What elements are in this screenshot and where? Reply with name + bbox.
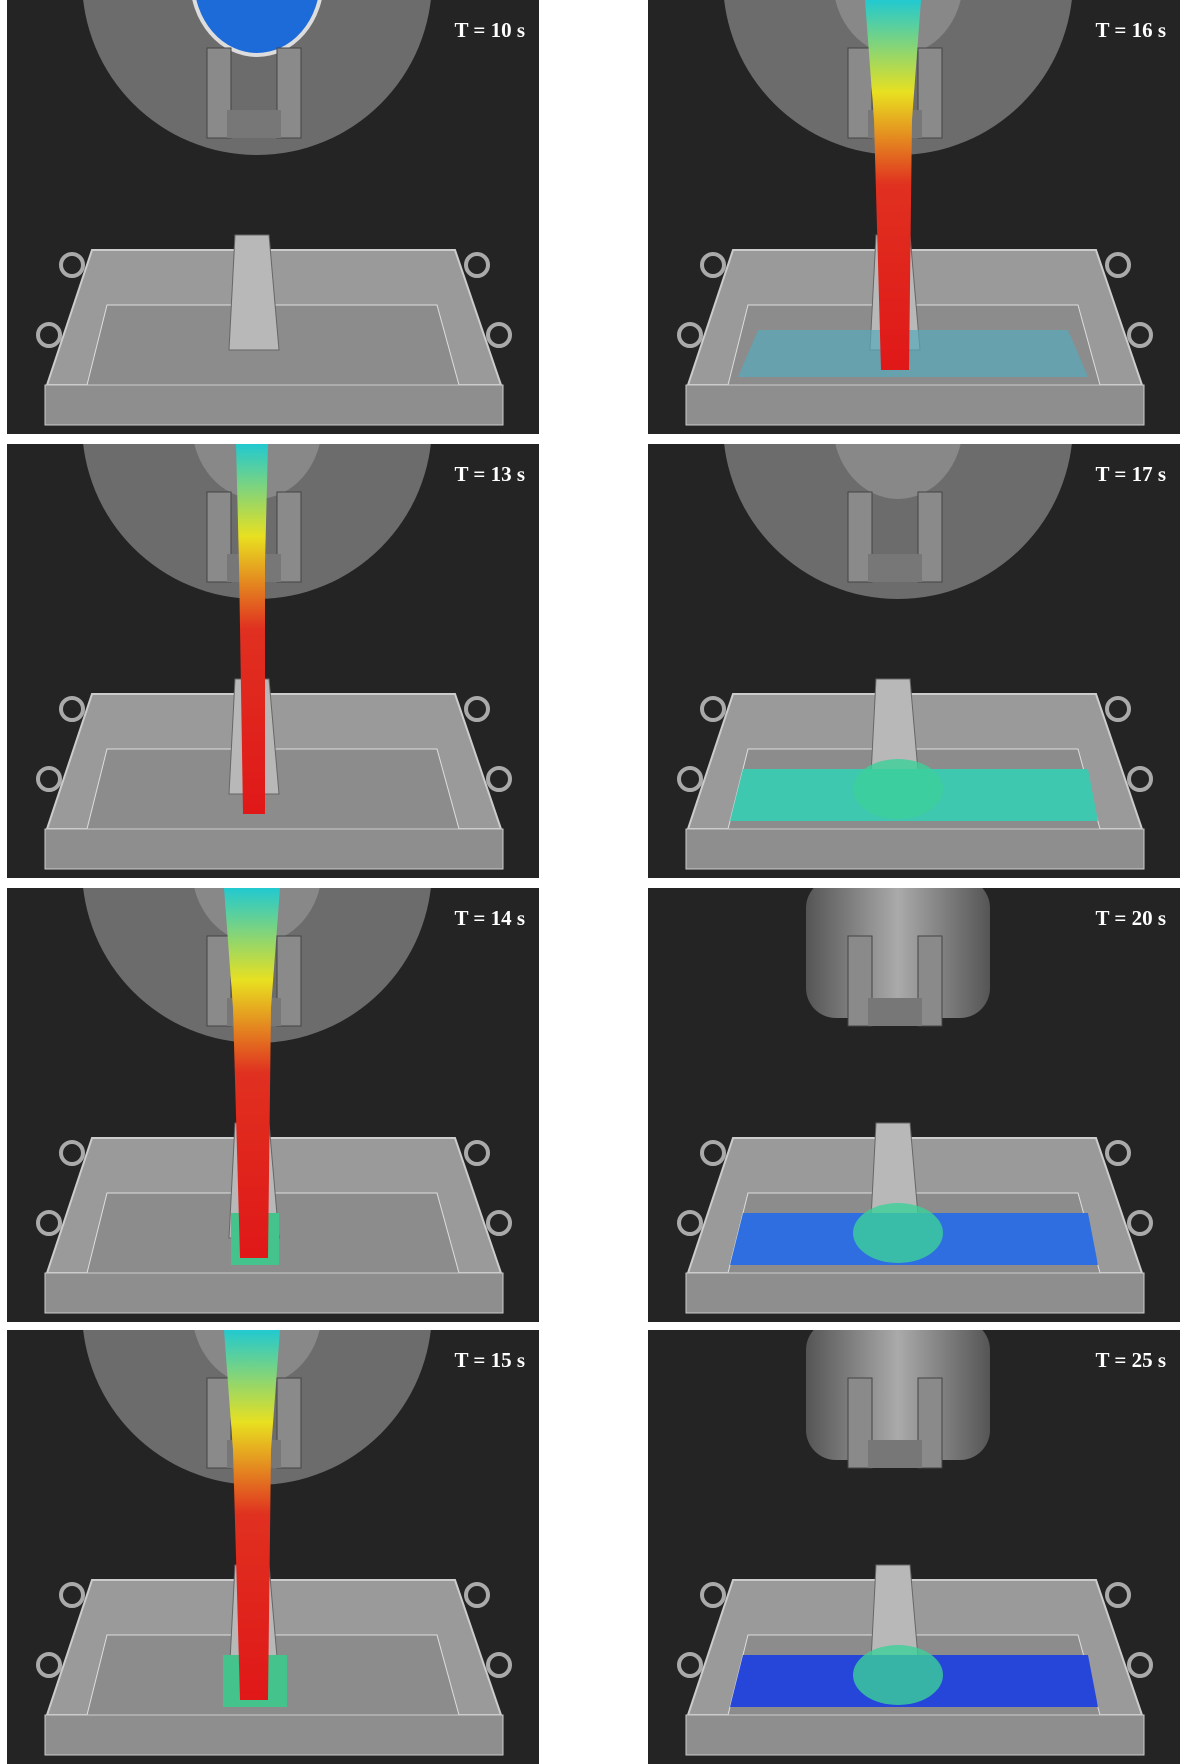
sim-frame: T = 14 s: [7, 888, 539, 1322]
handle: [486, 1652, 512, 1678]
time-label: T = 20 s: [1095, 906, 1166, 930]
melt-center: [853, 1645, 943, 1705]
handle: [59, 696, 85, 722]
ladle-mouth: [192, 0, 322, 57]
melt-stream: [865, 0, 921, 370]
trough-front: [44, 828, 504, 870]
handle: [1127, 1652, 1153, 1678]
handle: [486, 322, 512, 348]
handle: [36, 1652, 62, 1678]
handle: [700, 252, 726, 278]
handle: [486, 766, 512, 792]
trough-front: [44, 1272, 504, 1314]
handle: [677, 322, 703, 348]
handle: [36, 1210, 62, 1236]
handle: [59, 252, 85, 278]
frame-scene: [677, 444, 1153, 870]
handle: [677, 766, 703, 792]
sim-frame: T = 17 s: [648, 444, 1180, 878]
trough-spout: [228, 234, 280, 351]
nozzle-left: [206, 935, 232, 1027]
handle: [1127, 1210, 1153, 1236]
frame-scene: [36, 1330, 512, 1756]
handle: [464, 252, 490, 278]
sim-frame: T = 13 s: [7, 444, 539, 878]
melt-splash: [738, 330, 1088, 377]
nozzle-base: [868, 1440, 922, 1468]
handle: [1127, 322, 1153, 348]
handle: [1127, 766, 1153, 792]
trough-front: [685, 1272, 1145, 1314]
trough-front: [44, 384, 504, 426]
handle: [59, 1582, 85, 1608]
sim-frame: T = 20 s: [648, 888, 1180, 1322]
time-label: T = 16 s: [1095, 18, 1166, 42]
handle: [1105, 1140, 1131, 1166]
handle: [677, 1652, 703, 1678]
sim-frame: T = 25 s: [648, 1330, 1180, 1764]
ladle: [83, 0, 431, 155]
time-label: T = 15 s: [454, 1348, 525, 1372]
trough-front: [685, 828, 1145, 870]
handle: [1105, 1582, 1131, 1608]
ladle: [724, 444, 1072, 599]
nozzle-base: [868, 554, 922, 582]
trough-front: [685, 1714, 1145, 1756]
nozzle-base: [227, 110, 281, 138]
time-label: T = 25 s: [1095, 1348, 1166, 1372]
handle: [1105, 696, 1131, 722]
frame-scene: [36, 888, 512, 1314]
time-label: T = 14 s: [454, 906, 525, 930]
ladle-mouth: [835, 444, 961, 499]
melt-center: [853, 759, 943, 819]
sim-frame: T = 15 s: [7, 1330, 539, 1764]
time-label: T = 13 s: [454, 462, 525, 486]
trough-front: [44, 1714, 504, 1756]
melt-stream: [236, 444, 268, 814]
handle: [464, 1582, 490, 1608]
nozzle-base: [868, 998, 922, 1026]
sim-frame: T = 10 s: [7, 0, 539, 434]
handle: [700, 696, 726, 722]
handle: [36, 322, 62, 348]
handle: [700, 1582, 726, 1608]
handle: [464, 1140, 490, 1166]
sim-frame: T = 16 s: [648, 0, 1180, 434]
trough-front: [685, 384, 1145, 426]
frame-scene: [36, 444, 512, 870]
handle: [486, 1210, 512, 1236]
handle: [36, 766, 62, 792]
frame-scene: [677, 0, 1153, 426]
frame-scene: [677, 888, 1153, 1314]
melt-center: [853, 1203, 943, 1263]
handle: [700, 1140, 726, 1166]
melt-stream: [224, 888, 280, 1258]
time-label: T = 10 s: [454, 18, 525, 42]
melt-stream: [224, 1330, 280, 1700]
handle: [59, 1140, 85, 1166]
handle: [464, 696, 490, 722]
time-label: T = 17 s: [1095, 462, 1166, 486]
frame-scene: [677, 1330, 1153, 1756]
handle: [677, 1210, 703, 1236]
handle: [1105, 252, 1131, 278]
frame-scene: [36, 0, 512, 426]
